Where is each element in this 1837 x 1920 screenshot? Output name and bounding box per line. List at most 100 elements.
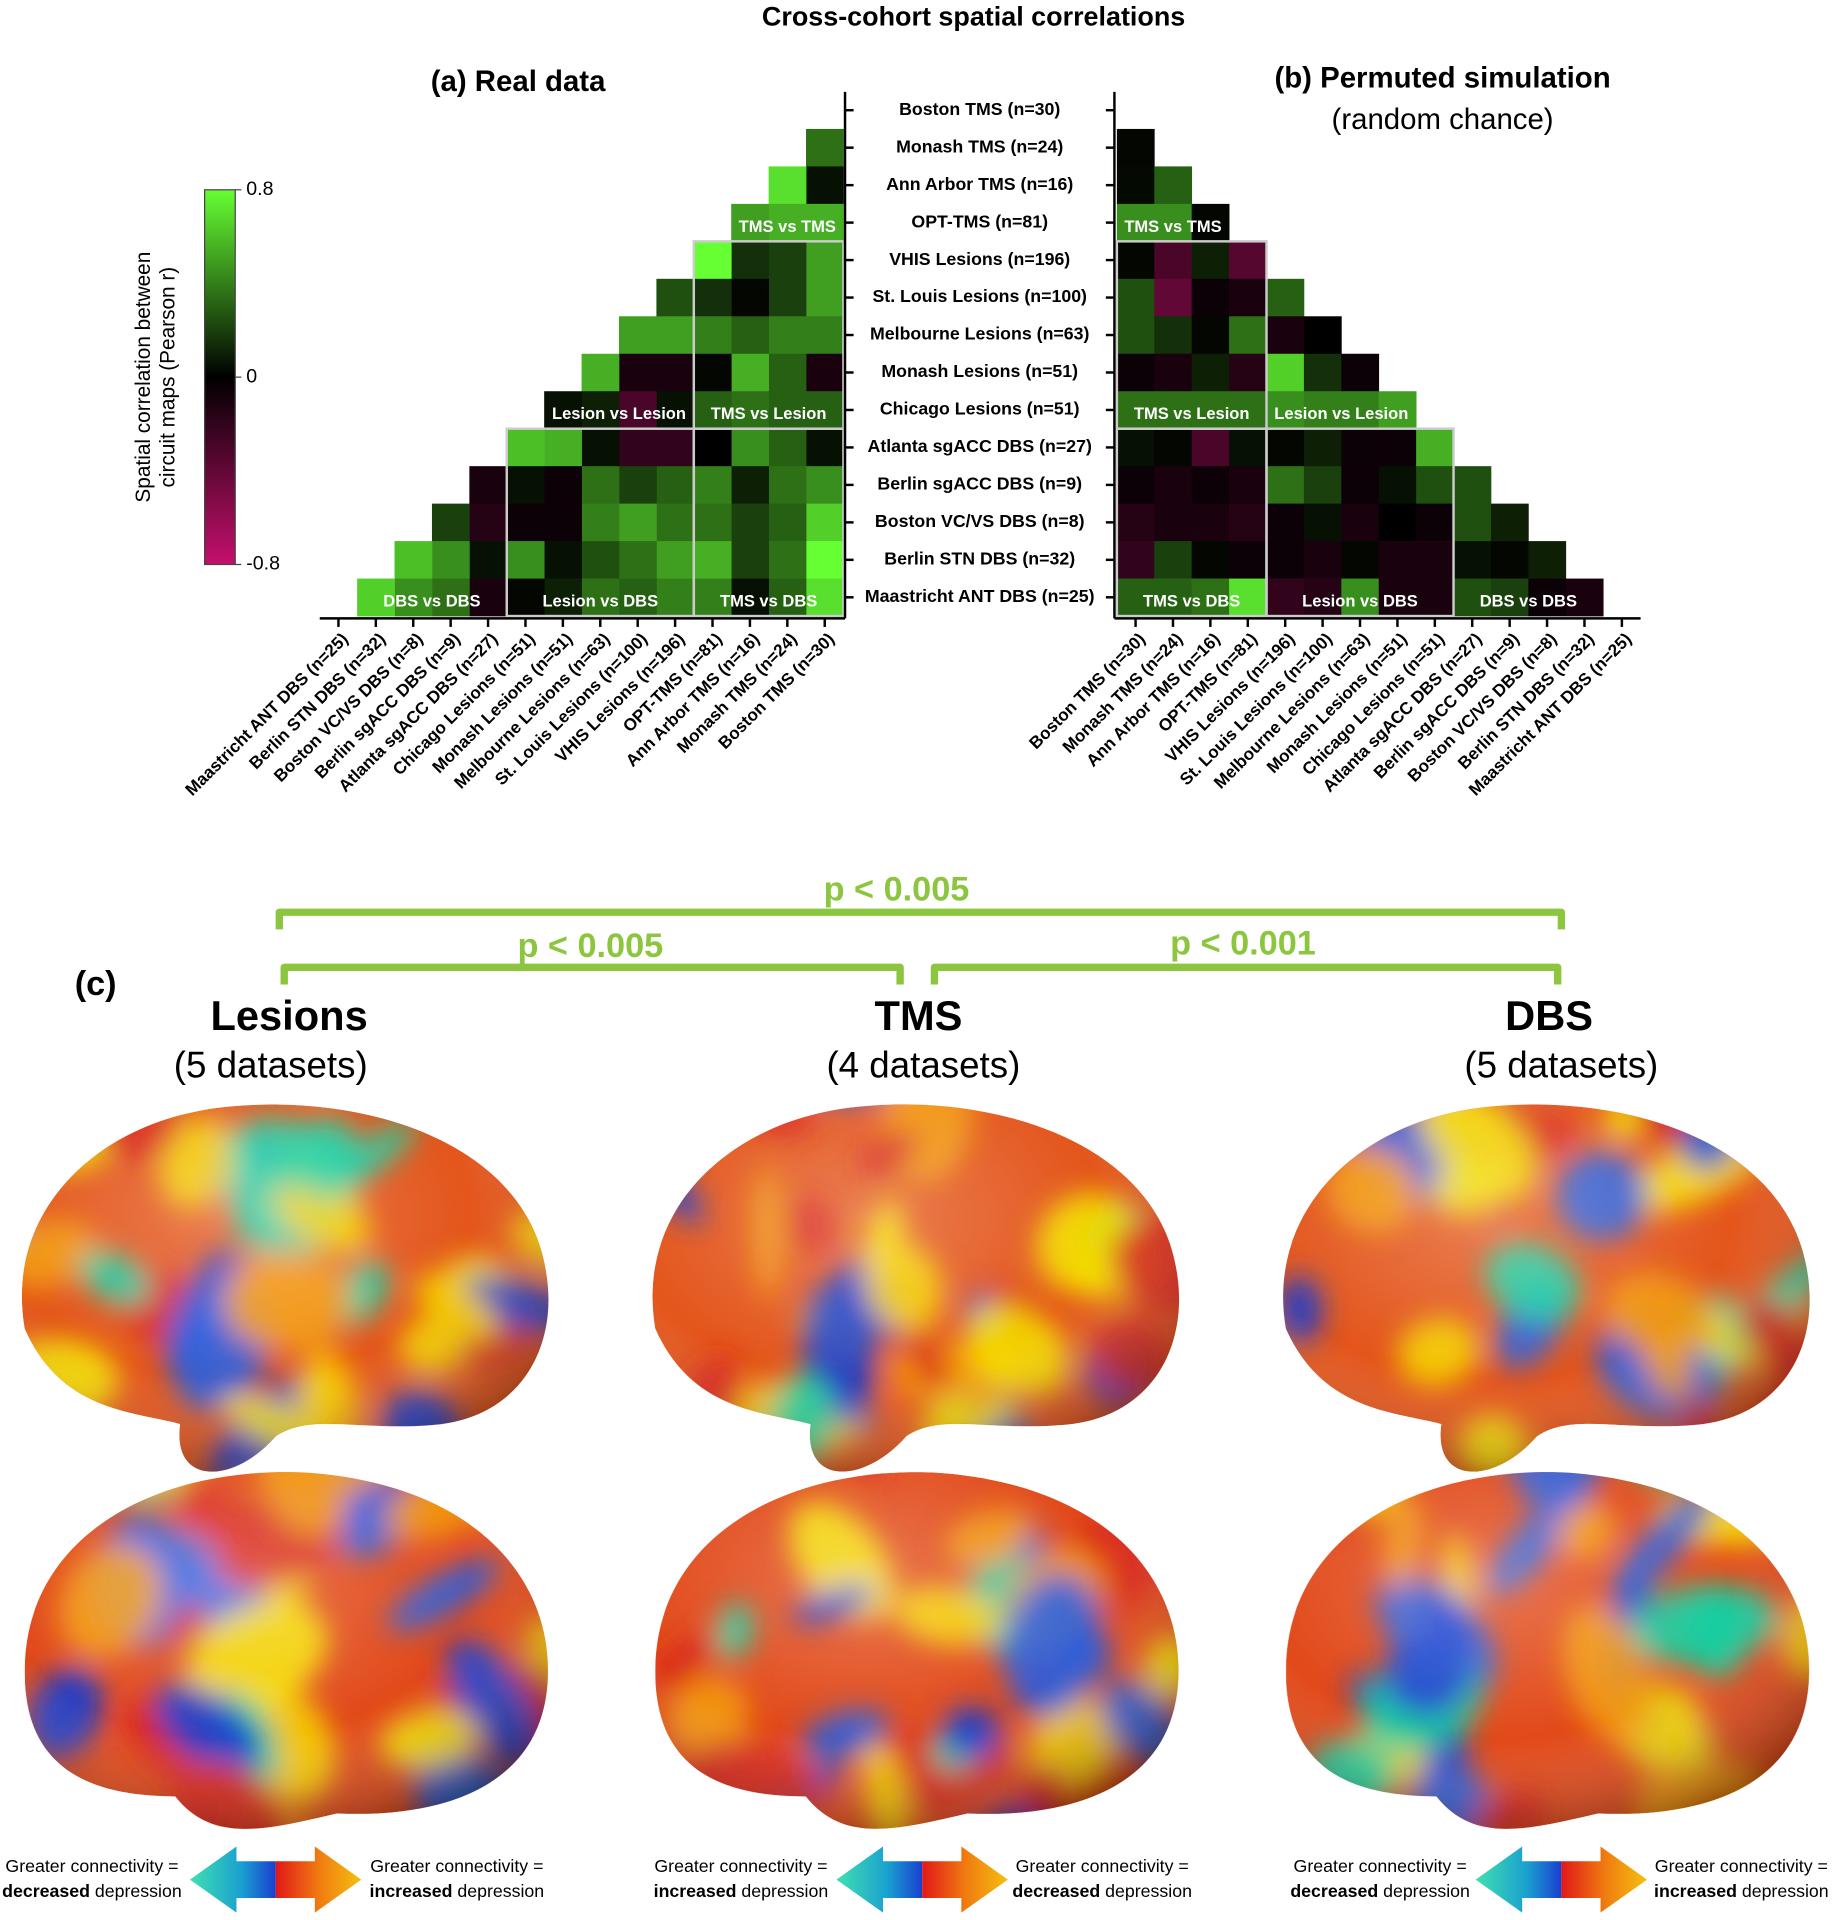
heatmap-cell [731,241,769,280]
legend-text-rest: depression [1742,1881,1829,1901]
heatmap-cell [1116,353,1155,392]
legend-text: increased depression [370,1881,545,1901]
heatmap-cell [1303,466,1342,504]
heatmap-cell [618,541,657,579]
heatmap-cell [731,428,769,467]
legend-text-rest: depression [1383,1881,1470,1901]
heatmap-cell [581,391,620,430]
colorbar-label: circuit maps (Pearson r) [157,267,180,488]
legend-arrow-left [836,1846,923,1913]
heatmap-cell [1154,541,1193,579]
group-subtitle: (5 datasets) [1464,1044,1658,1085]
legend-text: decreased depression [1290,1881,1470,1901]
heatmap-cell [1154,316,1193,355]
block-label: Lesion vs DBS [542,592,658,611]
heatmap-cell [768,278,807,317]
legend-arrow-right [275,1846,362,1913]
significance-bracket [280,963,904,985]
colorbar [204,189,236,566]
y-tick-label: Atlanta sgACC DBS (n=27) [868,436,1092,456]
heatmap-cell [768,578,807,617]
heatmap-cell [693,503,732,542]
heatmap-cell [581,578,620,617]
heatmap-cell [1154,503,1193,542]
heatmap-cell [544,466,582,504]
block-label: TMS vs Lesion [711,404,827,423]
heatmap-cell [1378,391,1417,430]
heatmap: TMS vs TMS Lesion vs Lesion TMS vs Lesion D… [1025,91,1641,799]
heatmap-cell [731,203,769,242]
heatmap: TMS vs TMS Lesion vs Lesion TMS vs Lesion D… [181,91,1095,799]
heatmap-cell [1154,578,1193,617]
heatmap-cell [1191,391,1230,430]
heatmap-cell [1229,278,1267,317]
heatmap-cell [693,428,732,467]
y-tick-label: Boston TMS (n=30) [899,99,1060,119]
p-value: p < 0.005 [824,870,970,908]
heatmap-cell [1490,503,1529,542]
brain-blob [61,1104,112,1120]
heatmap-cell [1266,466,1305,504]
heatmap-cell [618,316,657,355]
colorbar-label: Spatial correlation between [132,252,155,503]
heatmap-cell [693,278,732,317]
heatmap-cell [693,578,732,617]
y-tick-label: Berlin STN DBS (n=32) [884,549,1075,569]
brain-shading [1283,1104,1810,1472]
legend-arrow-left [189,1846,276,1913]
figure-title: Cross-cohort spatial correlations [762,1,1185,31]
heatmap-cell [581,428,620,467]
heatmap-cell [1229,428,1267,467]
heatmap-cell [1341,503,1380,542]
block-label: Lesion vs DBS [1302,592,1418,611]
panel-a-title: (a) Real data [431,65,606,98]
heatmap-cell [1341,466,1380,504]
heatmap-cell [394,578,433,617]
heatmap-cell [656,353,695,392]
heatmap-cell [1416,503,1454,542]
heatmap-cell [581,541,620,579]
heatmap-cell [656,541,695,579]
heatmap-cell [581,466,620,504]
direction-legend: Greater connectivity =decreased depressio… [1290,1846,1829,1913]
heatmap-cell [1341,353,1380,392]
heatmap-cell [806,241,844,280]
heatmap-cell [618,503,657,542]
heatmap-cell [806,316,844,355]
group-subtitle: (4 datasets) [826,1044,1020,1085]
heatmap-cell [1341,428,1380,467]
heatmap-cell [693,541,732,579]
heatmap-cell [768,353,807,392]
heatmap-cell [618,353,657,392]
brain-blob [1629,1472,1698,1485]
heatmap-cell [1341,578,1380,617]
brain-surface [1285,1472,1810,1920]
heatmap-cell [1191,353,1230,392]
heatmap-cell [1191,578,1230,617]
brain-blob [1366,1836,1443,1920]
heatmap-cell [1378,428,1417,467]
heatmap-cell [506,466,545,504]
heatmap-cell [1191,541,1230,579]
legend-arrow-left [1475,1846,1562,1913]
heatmap-cell [656,578,695,617]
heatmap-cell [768,203,807,242]
heatmap-cell [544,503,582,542]
heatmap-cell [431,578,470,617]
legend-text-rest: depression [741,1881,828,1901]
legend-text: increased depression [654,1881,829,1901]
heatmap-cell [469,503,508,542]
heatmap-cell [1229,316,1267,355]
heatmap-cell [1229,578,1267,617]
block-label: DBS vs DBS [383,592,480,611]
heatmap-cell [1191,241,1230,280]
heatmap-cell [581,353,620,392]
heatmap-cell [1116,166,1155,205]
p-value: p < 0.005 [517,927,663,965]
heatmap-cell [1453,503,1492,542]
heatmap-cell [469,578,508,617]
heatmap-cell [1266,391,1305,430]
colorbar-tick-label: -0.8 [246,553,280,575]
heatmap-cell [768,541,807,579]
heatmap-cell [768,503,807,542]
